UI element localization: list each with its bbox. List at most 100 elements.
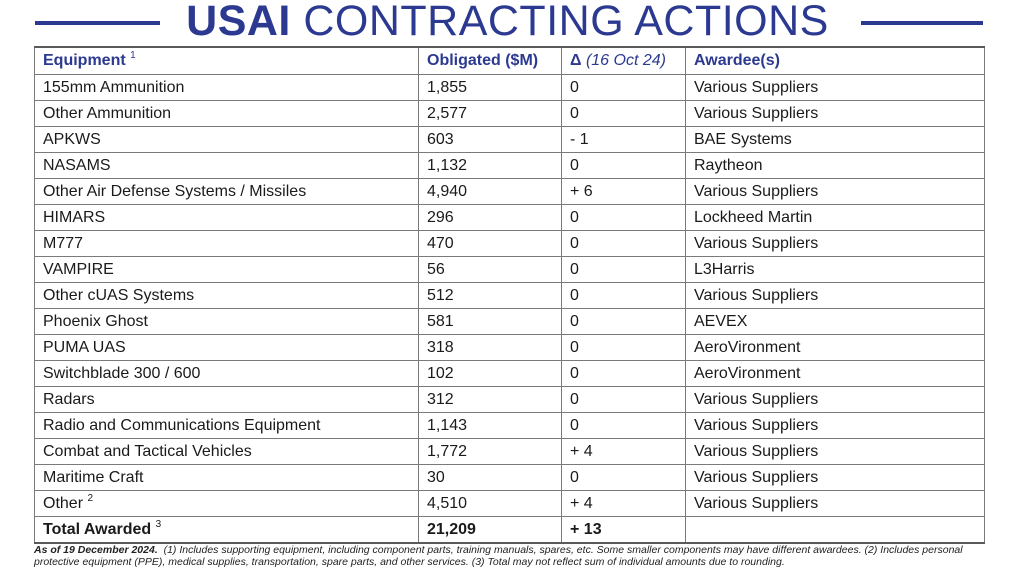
cell-awardee: AeroVironment bbox=[686, 335, 985, 361]
header-awardees: Awardee(s) bbox=[686, 47, 985, 75]
cell-awardee: Various Suppliers bbox=[686, 283, 985, 309]
total-label: Total Awarded 3 bbox=[35, 517, 419, 544]
table-row: M777 470 0 Various Suppliers bbox=[35, 231, 985, 257]
table-row: Radio and Communications Equipment 1,143… bbox=[35, 413, 985, 439]
table-row: HIMARS 296 0 Lockheed Martin bbox=[35, 205, 985, 231]
cell-awardee: L3Harris bbox=[686, 257, 985, 283]
cell-awardee: Various Suppliers bbox=[686, 413, 985, 439]
total-obligated: 21,209 bbox=[419, 517, 562, 544]
cell-equipment: Switchblade 300 / 600 bbox=[35, 361, 419, 387]
cell-delta: 0 bbox=[562, 387, 686, 413]
cell-delta: + 6 bbox=[562, 179, 686, 205]
cell-equipment: 155mm Ammunition bbox=[35, 75, 419, 101]
cell-obligated: 1,855 bbox=[419, 75, 562, 101]
table-row: Maritime Craft 30 0 Various Suppliers bbox=[35, 465, 985, 491]
table-row: NASAMS 1,132 0 Raytheon bbox=[35, 153, 985, 179]
cell-obligated: 296 bbox=[419, 205, 562, 231]
header-equipment: Equipment 1 bbox=[35, 47, 419, 75]
cell-awardee: AEVEX bbox=[686, 309, 985, 335]
cell-obligated: 512 bbox=[419, 283, 562, 309]
title-rest: CONTRACTING ACTIONS bbox=[303, 0, 829, 45]
total-awardee bbox=[686, 517, 985, 544]
footnote-ref: 1 bbox=[130, 50, 136, 61]
footnote-text: (1) Includes supporting equipment, inclu… bbox=[34, 544, 963, 568]
cell-delta: 0 bbox=[562, 413, 686, 439]
cell-equipment: PUMA UAS bbox=[35, 335, 419, 361]
cell-equipment: M777 bbox=[35, 231, 419, 257]
cell-awardee: Various Suppliers bbox=[686, 491, 985, 517]
cell-awardee: Various Suppliers bbox=[686, 439, 985, 465]
cell-delta: 0 bbox=[562, 231, 686, 257]
header-delta: Δ (16 Oct 24) bbox=[562, 47, 686, 75]
cell-obligated: 312 bbox=[419, 387, 562, 413]
contracting-table: Equipment 1 Obligated ($M) Δ (16 Oct 24)… bbox=[34, 46, 985, 544]
cell-awardee: BAE Systems bbox=[686, 127, 985, 153]
table-row: Radars 312 0 Various Suppliers bbox=[35, 387, 985, 413]
header-obligated: Obligated ($M) bbox=[419, 47, 562, 75]
cell-awardee: Various Suppliers bbox=[686, 387, 985, 413]
cell-obligated: 30 bbox=[419, 465, 562, 491]
cell-equipment: Other Ammunition bbox=[35, 101, 419, 127]
cell-delta: 0 bbox=[562, 205, 686, 231]
cell-equipment: VAMPIRE bbox=[35, 257, 419, 283]
cell-awardee: Various Suppliers bbox=[686, 231, 985, 257]
cell-equipment: HIMARS bbox=[35, 205, 419, 231]
table-row: 155mm Ammunition 1,855 0 Various Suppliers bbox=[35, 75, 985, 101]
table-row: Combat and Tactical Vehicles 1,772 + 4 Var… bbox=[35, 439, 985, 465]
title-bar: USAI CONTRACTING ACTIONS bbox=[0, 0, 1015, 44]
cell-obligated: 4,510 bbox=[419, 491, 562, 517]
cell-awardee: Raytheon bbox=[686, 153, 985, 179]
cell-equipment: Other 2 bbox=[35, 491, 419, 517]
total-row: Total Awarded 3 21,209 + 13 bbox=[35, 517, 985, 544]
title-rule-right bbox=[861, 21, 983, 25]
table-row: Other Air Defense Systems / Missiles 4,9… bbox=[35, 179, 985, 205]
table-row: Other Ammunition 2,577 0 Various Suppliers bbox=[35, 101, 985, 127]
cell-delta: 0 bbox=[562, 283, 686, 309]
cell-obligated: 603 bbox=[419, 127, 562, 153]
cell-delta: 0 bbox=[562, 361, 686, 387]
table-header-row: Equipment 1 Obligated ($M) Δ (16 Oct 24)… bbox=[35, 47, 985, 75]
table-row: Switchblade 300 / 600 102 0 AeroVironment bbox=[35, 361, 985, 387]
cell-delta: + 4 bbox=[562, 491, 686, 517]
cell-delta: - 1 bbox=[562, 127, 686, 153]
cell-equipment: Other Air Defense Systems / Missiles bbox=[35, 179, 419, 205]
cell-equipment: Radio and Communications Equipment bbox=[35, 413, 419, 439]
cell-obligated: 470 bbox=[419, 231, 562, 257]
cell-obligated: 1,132 bbox=[419, 153, 562, 179]
table-row: Other 2 4,510 + 4 Various Suppliers bbox=[35, 491, 985, 517]
cell-awardee: Various Suppliers bbox=[686, 75, 985, 101]
cell-obligated: 4,940 bbox=[419, 179, 562, 205]
cell-delta: 0 bbox=[562, 465, 686, 491]
cell-equipment: NASAMS bbox=[35, 153, 419, 179]
cell-awardee: Various Suppliers bbox=[686, 101, 985, 127]
cell-equipment: Other cUAS Systems bbox=[35, 283, 419, 309]
cell-delta: + 4 bbox=[562, 439, 686, 465]
cell-equipment: Radars bbox=[35, 387, 419, 413]
cell-delta: 0 bbox=[562, 309, 686, 335]
cell-obligated: 581 bbox=[419, 309, 562, 335]
cell-delta: 0 bbox=[562, 153, 686, 179]
table-row: APKWS 603- 1 BAE Systems bbox=[35, 127, 985, 153]
cell-delta: 0 bbox=[562, 257, 686, 283]
table-row: Other cUAS Systems 512 0 Various Suppliers bbox=[35, 283, 985, 309]
cell-equipment: Combat and Tactical Vehicles bbox=[35, 439, 419, 465]
cell-obligated: 318 bbox=[419, 335, 562, 361]
footnote: As of 19 December 2024. (1) Includes sup… bbox=[34, 544, 984, 568]
cell-obligated: 102 bbox=[419, 361, 562, 387]
cell-awardee: Various Suppliers bbox=[686, 179, 985, 205]
title-bold: USAI bbox=[186, 0, 291, 45]
cell-obligated: 1,772 bbox=[419, 439, 562, 465]
cell-awardee: AeroVironment bbox=[686, 361, 985, 387]
cell-awardee: Lockheed Martin bbox=[686, 205, 985, 231]
total-delta: + 13 bbox=[562, 517, 686, 544]
cell-obligated: 2,577 bbox=[419, 101, 562, 127]
cell-obligated: 1,143 bbox=[419, 413, 562, 439]
cell-obligated: 56 bbox=[419, 257, 562, 283]
table-row: VAMPIRE 56 0 L3Harris bbox=[35, 257, 985, 283]
cell-delta: 0 bbox=[562, 75, 686, 101]
cell-delta: 0 bbox=[562, 101, 686, 127]
cell-equipment: Phoenix Ghost bbox=[35, 309, 419, 335]
table-row: PUMA UAS 318 0 AeroVironment bbox=[35, 335, 985, 361]
cell-equipment: Maritime Craft bbox=[35, 465, 419, 491]
cell-equipment: APKWS bbox=[35, 127, 419, 153]
